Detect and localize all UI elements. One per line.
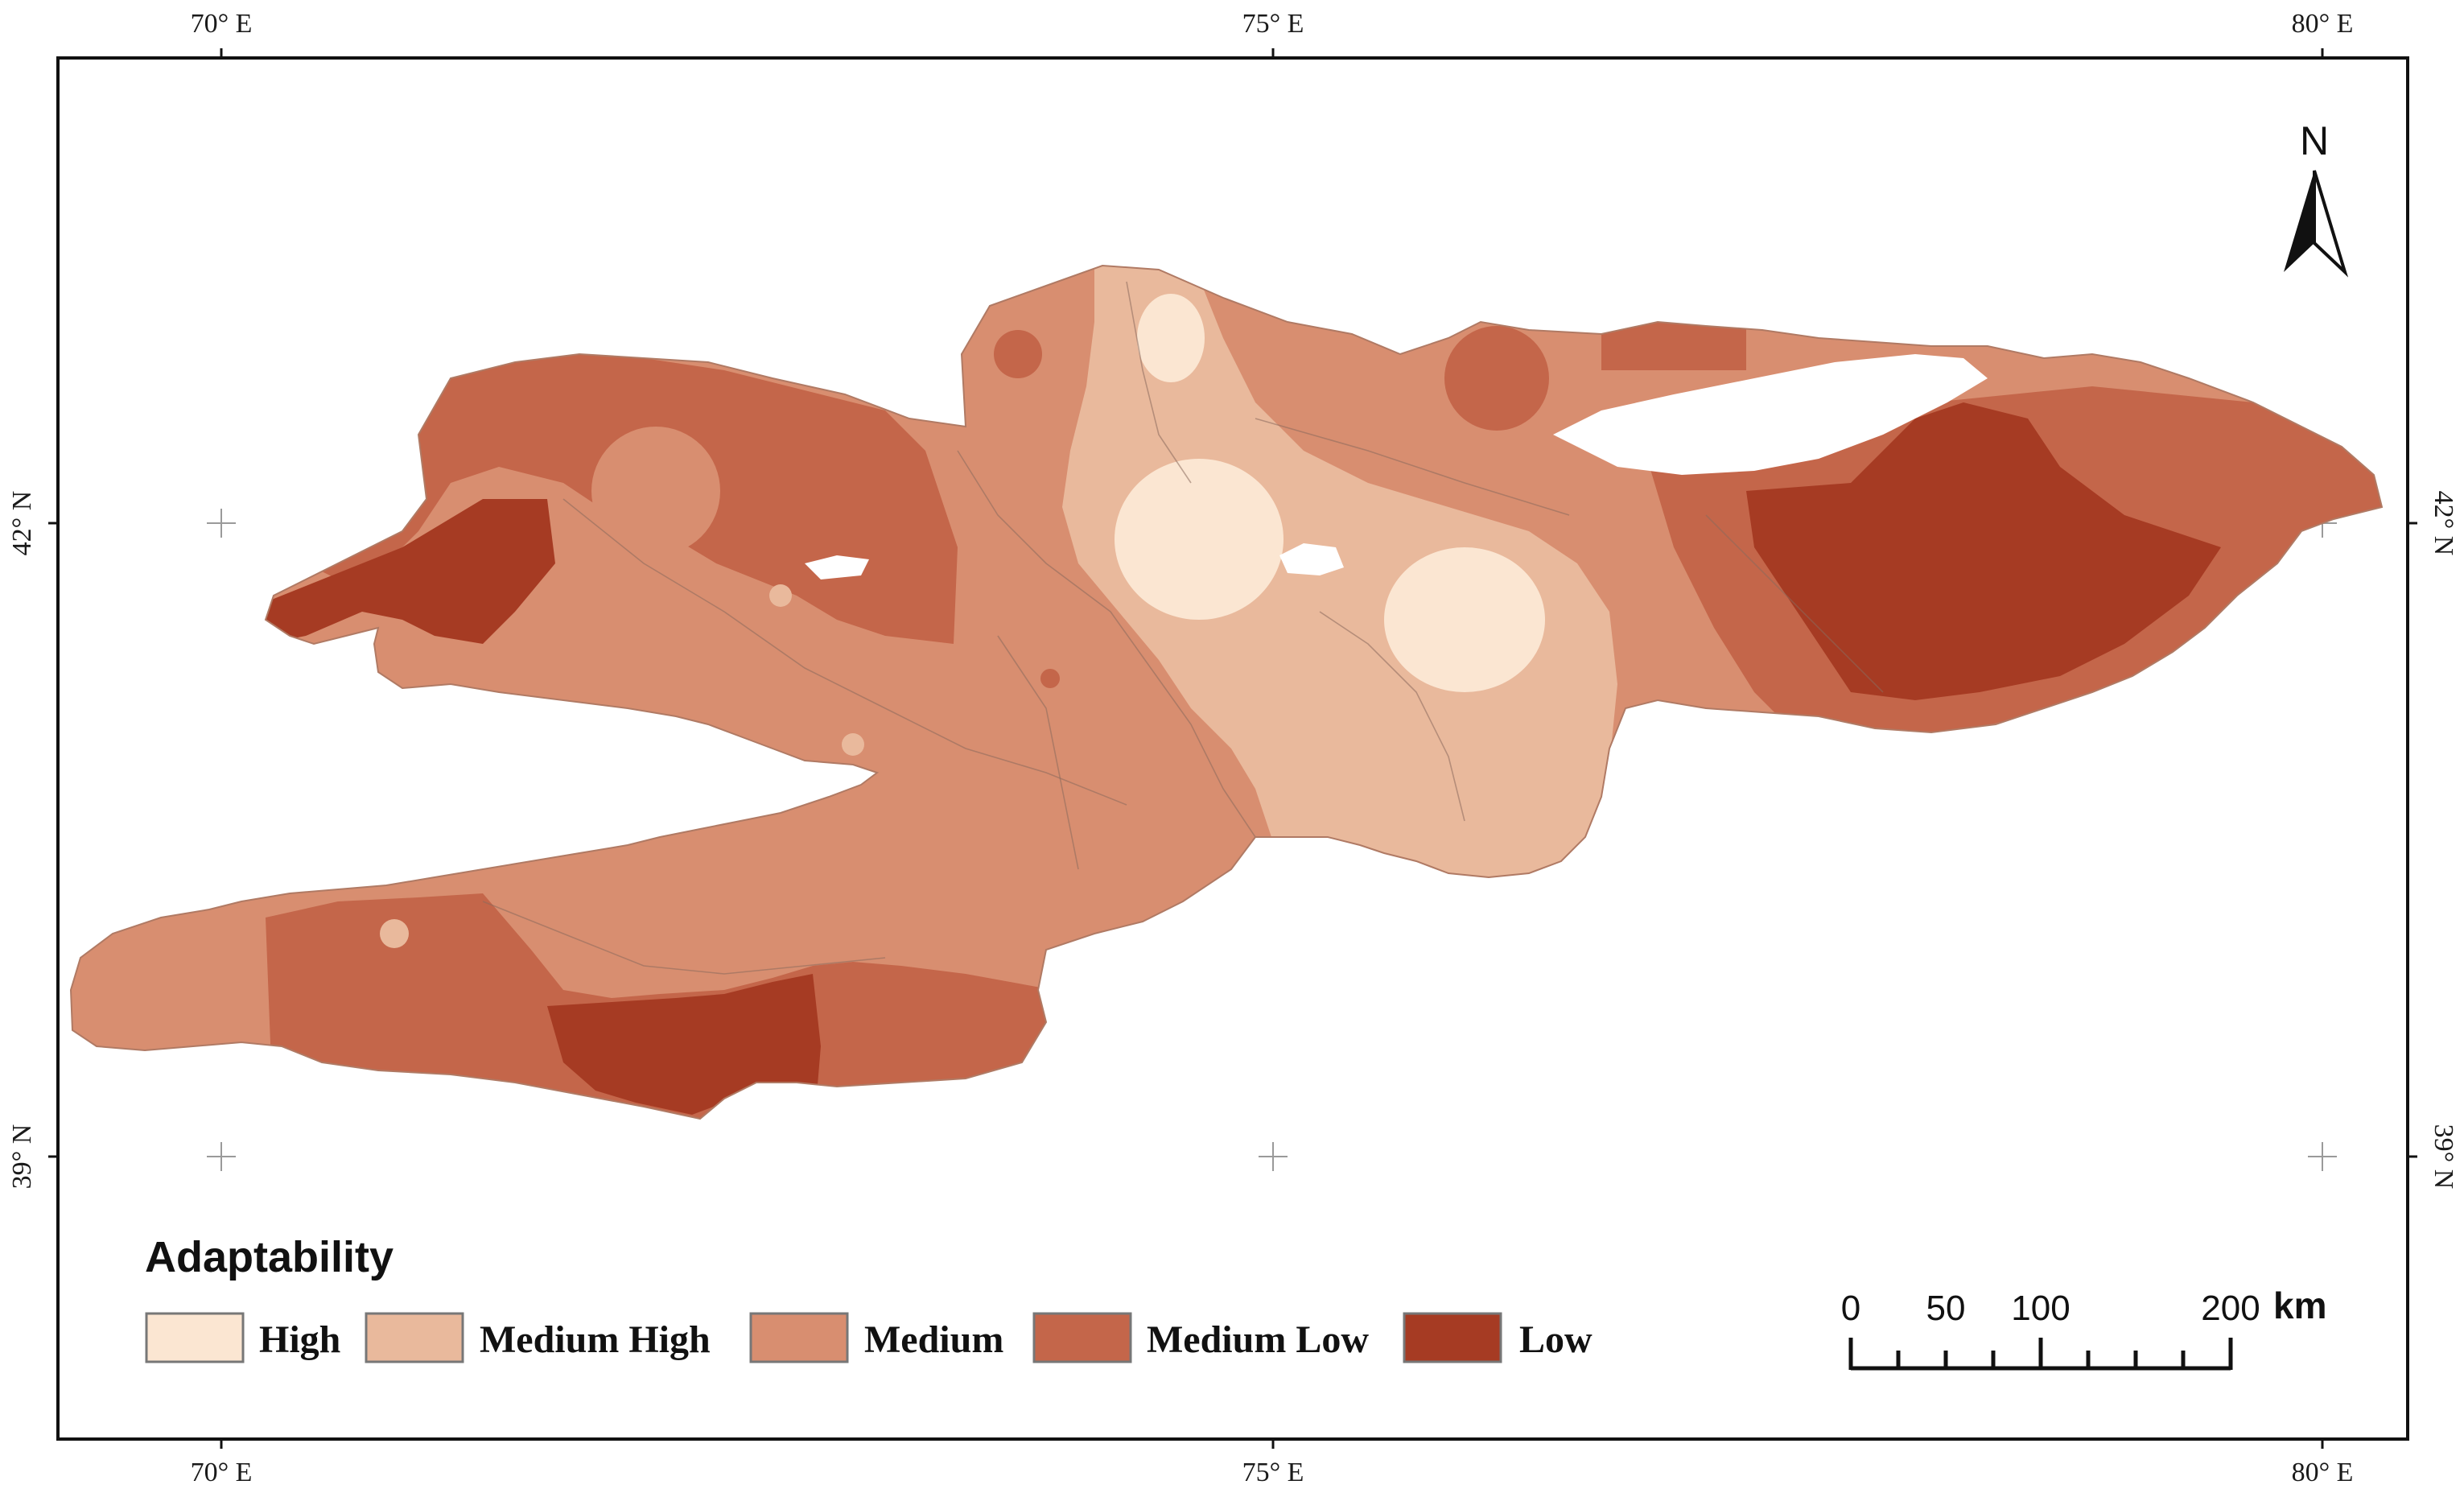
admin-boundaries [482,281,1884,975]
low-zone-east [1746,402,2221,700]
low-zone-south [547,974,821,1115]
legend-label-high: High [259,1318,340,1361]
medium-low-strip-north [1601,322,1746,370]
right-lat-label-42: 42° N [2429,491,2458,556]
left-lat-label-42: 42° N [7,491,37,556]
scale-unit: km [2273,1285,2326,1326]
frame-ticks [48,48,2417,1449]
medium-zone-spot [591,427,720,555]
legend-label-medium-low: Medium Low [1147,1318,1369,1361]
legend-swatch-medium-low [1032,1312,1132,1363]
right-lat-label-39: 39° N [2429,1124,2458,1190]
scale-label-0: 0 [1841,1289,1860,1328]
left-lat-label-39: 39° N [7,1124,37,1190]
bottom-lon-label-80: 80° E [2292,1458,2354,1487]
medium-high-zone [1062,266,1617,885]
lake-issyk-kul [1553,354,1988,475]
low-zone-west [241,499,555,644]
scale-label-200: 200 [2201,1289,2260,1328]
high-zone-north [1137,294,1205,382]
high-zone-east [1384,547,1545,692]
bottom-lon-label-75: 75° E [1242,1458,1304,1487]
scale-bar: 0 50 100 200 km [1841,1285,2326,1371]
north-label: N [2300,118,2329,163]
legend-swatch-medium-high [365,1312,464,1363]
legend-title: Adaptability [145,1233,393,1281]
top-lon-label-75: 75° E [1242,9,1304,39]
north-arrow-icon [2284,170,2349,278]
high-zone-central [1115,459,1284,620]
top-lon-label-70: 70° E [191,9,253,39]
medium-low-spot-north [1444,326,1549,431]
scale-bar-ruler [1848,1338,2233,1371]
legend-swatch-high [145,1312,245,1363]
medium-low-spot-c [1040,669,1060,688]
legend-label-medium-high: Medium High [480,1318,711,1361]
legend-swatch-low [1403,1312,1502,1363]
scale-label-100: 100 [2011,1289,2070,1328]
country-outline [69,264,2384,1120]
legend-swatch-medium [749,1312,849,1363]
scale-label-50: 50 [1926,1289,1966,1328]
north-arrow: N [2284,118,2349,278]
lake-toktogul [805,555,869,579]
lake-song-kul [1279,543,1344,575]
legend: Adaptability High Medium High Medium Med… [145,1233,1593,1363]
medium-high-spot-e [769,584,792,607]
medium-low-spot-a [994,330,1042,378]
legend-label-low: Low [1519,1318,1593,1361]
legend-label-medium: Medium [864,1318,1003,1361]
medium-high-spot-b [842,733,864,756]
bottom-lon-label-70: 70° E [191,1458,253,1487]
medium-high-spot-d [380,919,409,948]
top-lon-label-80: 80° E [2292,9,2354,39]
